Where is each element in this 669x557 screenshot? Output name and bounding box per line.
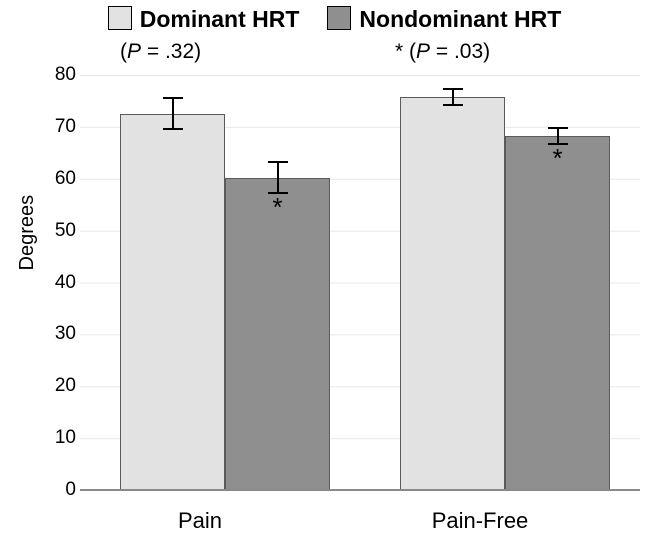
errorbar-cap: [443, 88, 463, 90]
y-tick-label: 70: [48, 116, 76, 138]
y-axis-label: Degrees: [16, 195, 39, 271]
errorbar-cap: [548, 127, 568, 129]
y-tick-label: 50: [48, 220, 76, 242]
y-tick-label: 10: [48, 427, 76, 449]
y-tick-label: 30: [48, 323, 76, 345]
bar-painfree-dominant: [400, 97, 505, 490]
legend-swatch-dominant: [108, 6, 132, 30]
bar-painfree-nondominant: [505, 136, 610, 490]
x-tick-label: Pain-Free: [432, 508, 529, 534]
errorbar: [452, 89, 454, 105]
errorbar: [277, 162, 279, 193]
y-tick-label: 60: [48, 168, 76, 190]
plot-area: **: [80, 75, 640, 491]
pvalue-painfree: * (P = .03): [395, 40, 490, 64]
pvalue-pain: (P = .32): [120, 40, 201, 64]
y-tick-label: 20: [48, 375, 76, 397]
x-tick-label: Pain: [178, 508, 222, 534]
bar-pain-nondominant: [225, 178, 330, 490]
legend-label-nondominant: Nondominant HRT: [359, 6, 561, 32]
errorbar-cap: [268, 161, 288, 163]
errorbar: [172, 98, 174, 129]
legend: Dominant HRT Nondominant HRT: [0, 6, 669, 33]
y-tick-label: 40: [48, 272, 76, 294]
y-tick-label: 0: [48, 479, 76, 501]
significance-star: *: [552, 143, 562, 174]
legend-swatch-nondominant: [327, 6, 351, 30]
errorbar-cap: [163, 97, 183, 99]
errorbar: [557, 128, 559, 144]
chart-container: Dominant HRT Nondominant HRT (P = .32) * …: [0, 0, 669, 557]
errorbar-cap: [163, 128, 183, 130]
y-tick-label: 80: [48, 64, 76, 86]
legend-label-dominant: Dominant HRT: [140, 6, 300, 32]
bar-pain-dominant: [120, 114, 225, 490]
errorbar-cap: [443, 104, 463, 106]
significance-star: *: [272, 192, 282, 223]
